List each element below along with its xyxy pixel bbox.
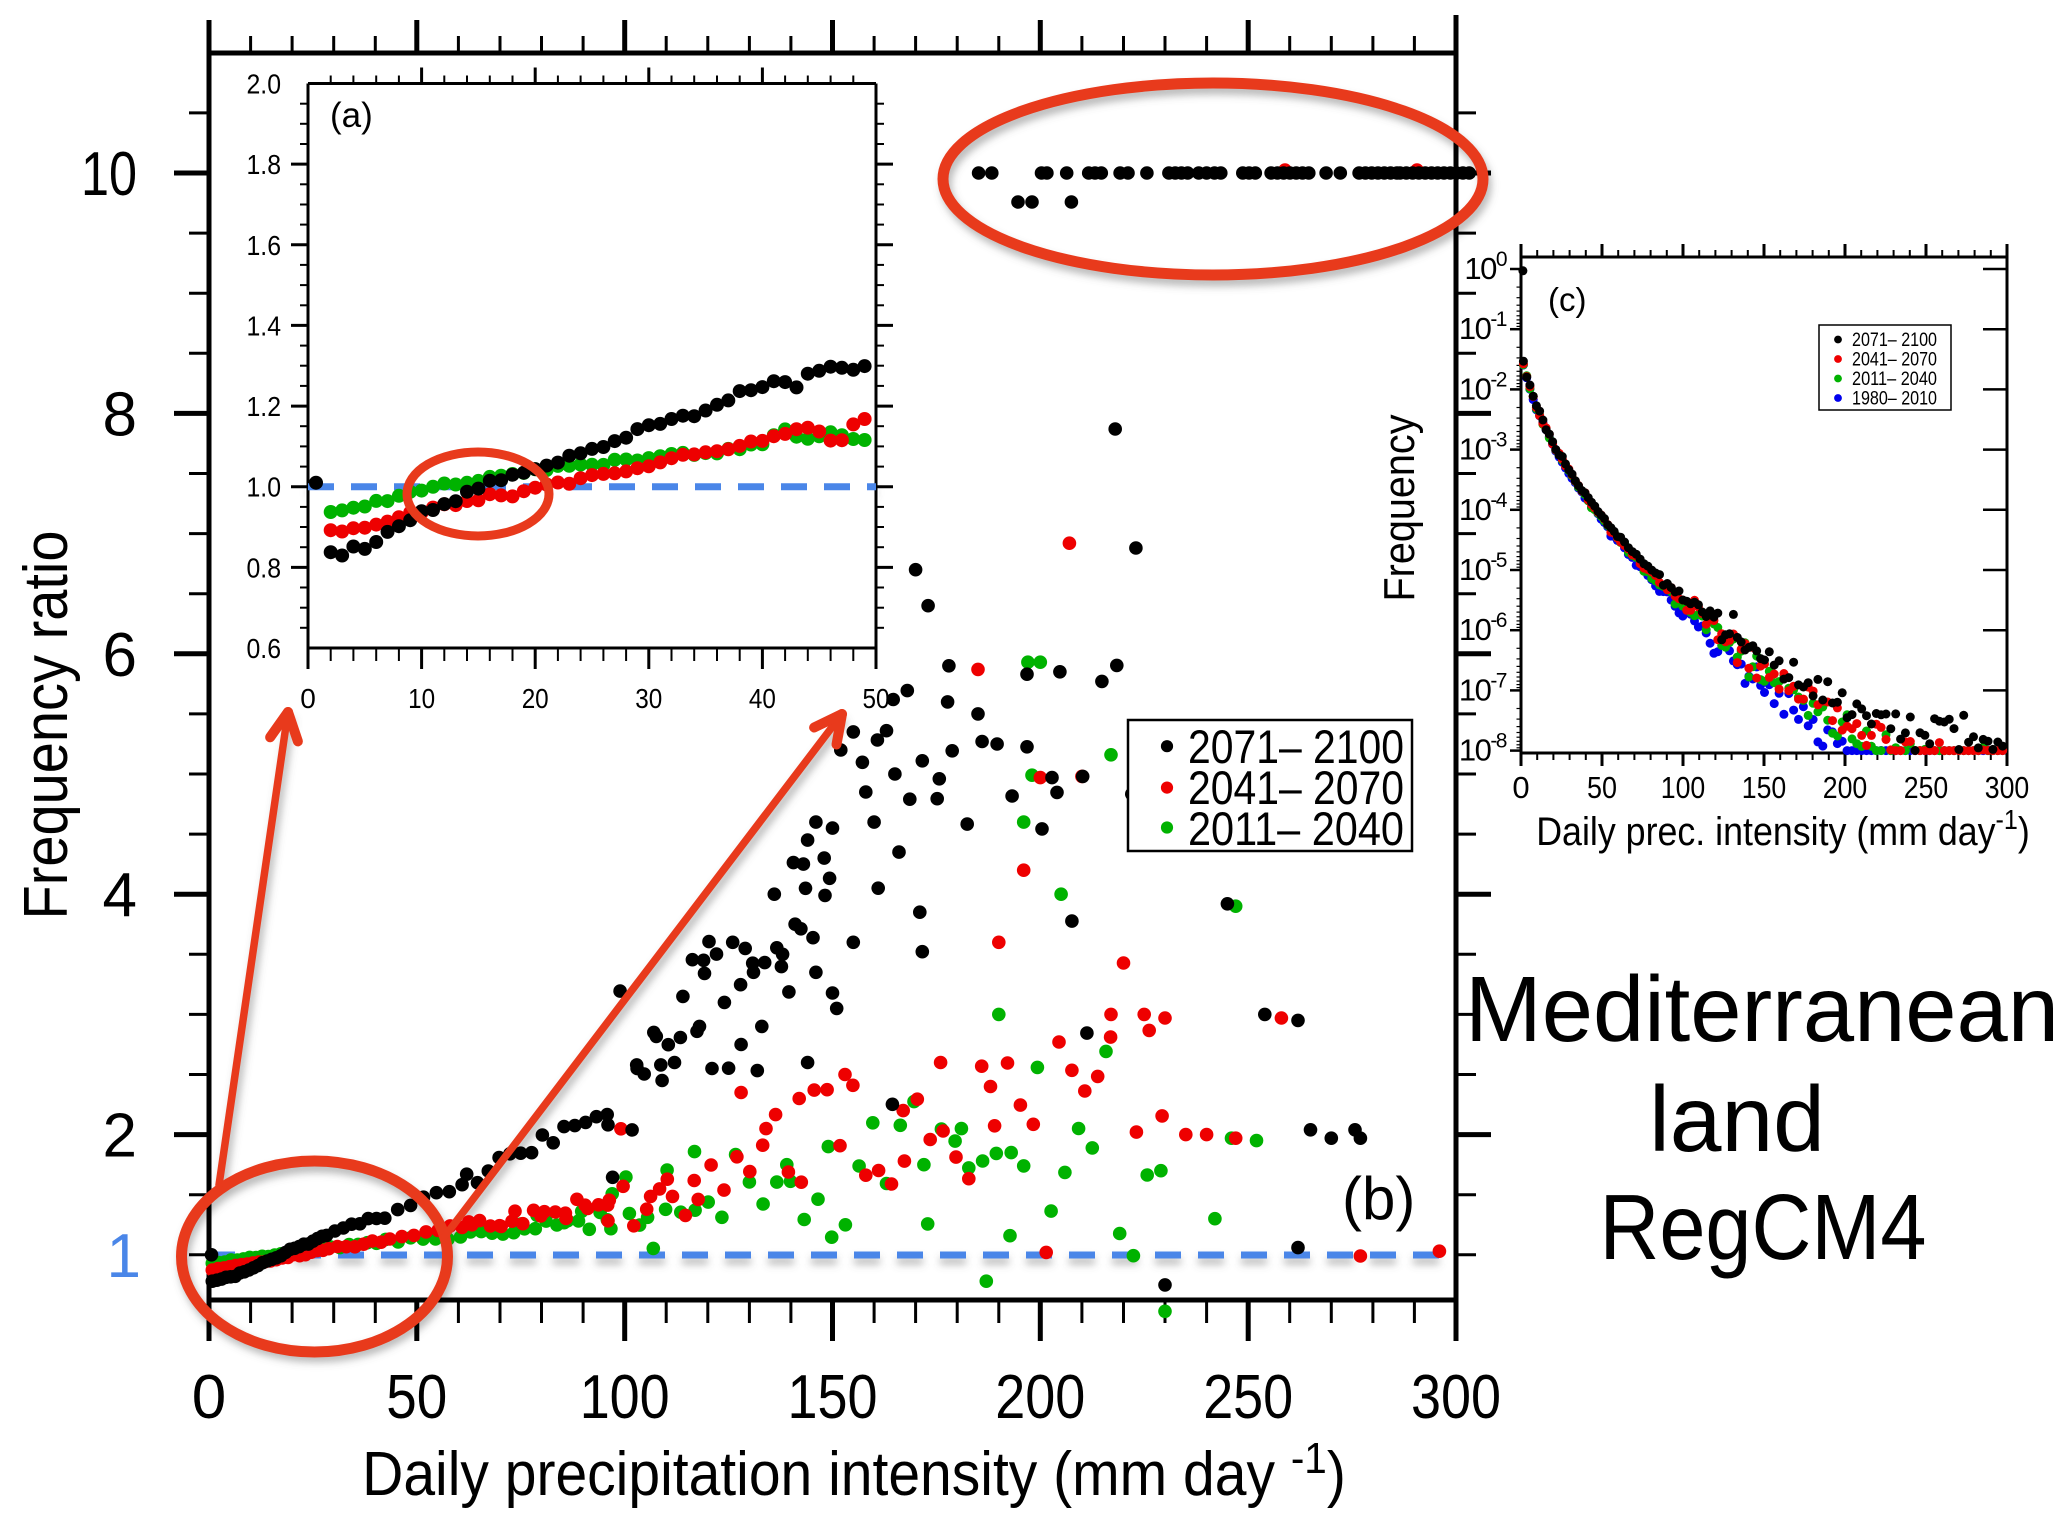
svg-text:50: 50 <box>1587 770 1617 805</box>
svg-text:4: 4 <box>103 861 137 930</box>
svg-text:8: 8 <box>103 380 137 449</box>
svg-text:Daily precipitation intensity: Daily precipitation intensity (mm day -1… <box>362 1433 1346 1508</box>
svg-text:(b): (b) <box>1342 1165 1415 1232</box>
svg-text:200: 200 <box>995 1363 1085 1432</box>
svg-text:300: 300 <box>1411 1363 1501 1432</box>
svg-text:1.4: 1.4 <box>247 310 282 341</box>
svg-text:2011– 2040: 2011– 2040 <box>1852 369 1937 390</box>
svg-text:1.8: 1.8 <box>247 149 282 180</box>
svg-text:RegCM4: RegCM4 <box>1600 1175 1927 1279</box>
svg-text:(c): (c) <box>1548 281 1586 318</box>
svg-text:0: 0 <box>192 1363 226 1432</box>
svg-text:0: 0 <box>1512 770 1529 805</box>
svg-text:2071– 2100: 2071– 2100 <box>1188 721 1404 774</box>
svg-text:2041– 2070: 2041– 2070 <box>1188 762 1404 815</box>
svg-text:200: 200 <box>1823 770 1868 805</box>
svg-text:100: 100 <box>1661 770 1706 805</box>
svg-text:land: land <box>1649 1067 1825 1171</box>
svg-text:10-6: 10-6 <box>1459 609 1507 647</box>
svg-text:150: 150 <box>1742 770 1787 805</box>
svg-text:Frequency ratio: Frequency ratio <box>12 531 81 920</box>
svg-text:2041– 2070: 2041– 2070 <box>1852 350 1937 371</box>
svg-text:Mediterranean: Mediterranean <box>1465 957 2059 1061</box>
svg-text:6: 6 <box>103 621 137 690</box>
svg-text:40: 40 <box>749 683 776 714</box>
svg-text:30: 30 <box>635 683 662 714</box>
svg-text:1980– 2010: 1980– 2010 <box>1852 389 1937 410</box>
svg-text:2011– 2040: 2011– 2040 <box>1188 803 1404 856</box>
svg-text:10-5: 10-5 <box>1459 549 1507 587</box>
svg-text:0: 0 <box>300 683 316 714</box>
svg-text:1.6: 1.6 <box>247 230 282 261</box>
svg-text:300: 300 <box>1985 770 2030 805</box>
svg-text:0.6: 0.6 <box>247 633 282 664</box>
svg-text:(a): (a) <box>330 96 373 135</box>
svg-text:50: 50 <box>386 1363 447 1432</box>
svg-text:250: 250 <box>1904 770 1949 805</box>
svg-text:Frequency: Frequency <box>1375 415 1424 602</box>
svg-text:1.0: 1.0 <box>247 472 282 503</box>
svg-text:0.8: 0.8 <box>247 552 282 583</box>
svg-text:10-4: 10-4 <box>1459 489 1508 527</box>
svg-text:1.2: 1.2 <box>247 391 282 422</box>
svg-text:20: 20 <box>522 683 549 714</box>
svg-text:10-3: 10-3 <box>1459 429 1507 467</box>
svg-text:1: 1 <box>107 1222 141 1291</box>
svg-text:2: 2 <box>103 1102 137 1171</box>
svg-text:2.0: 2.0 <box>247 69 282 100</box>
svg-text:Daily prec. intensity (mm day-: Daily prec. intensity (mm day-1) <box>1536 804 2030 855</box>
svg-text:10: 10 <box>408 683 435 714</box>
svg-text:2071– 2100: 2071– 2100 <box>1852 330 1937 351</box>
svg-text:150: 150 <box>788 1363 878 1432</box>
svg-text:10: 10 <box>81 140 137 209</box>
svg-text:100: 100 <box>580 1363 670 1432</box>
svg-text:50: 50 <box>863 683 890 714</box>
svg-text:250: 250 <box>1203 1363 1293 1432</box>
